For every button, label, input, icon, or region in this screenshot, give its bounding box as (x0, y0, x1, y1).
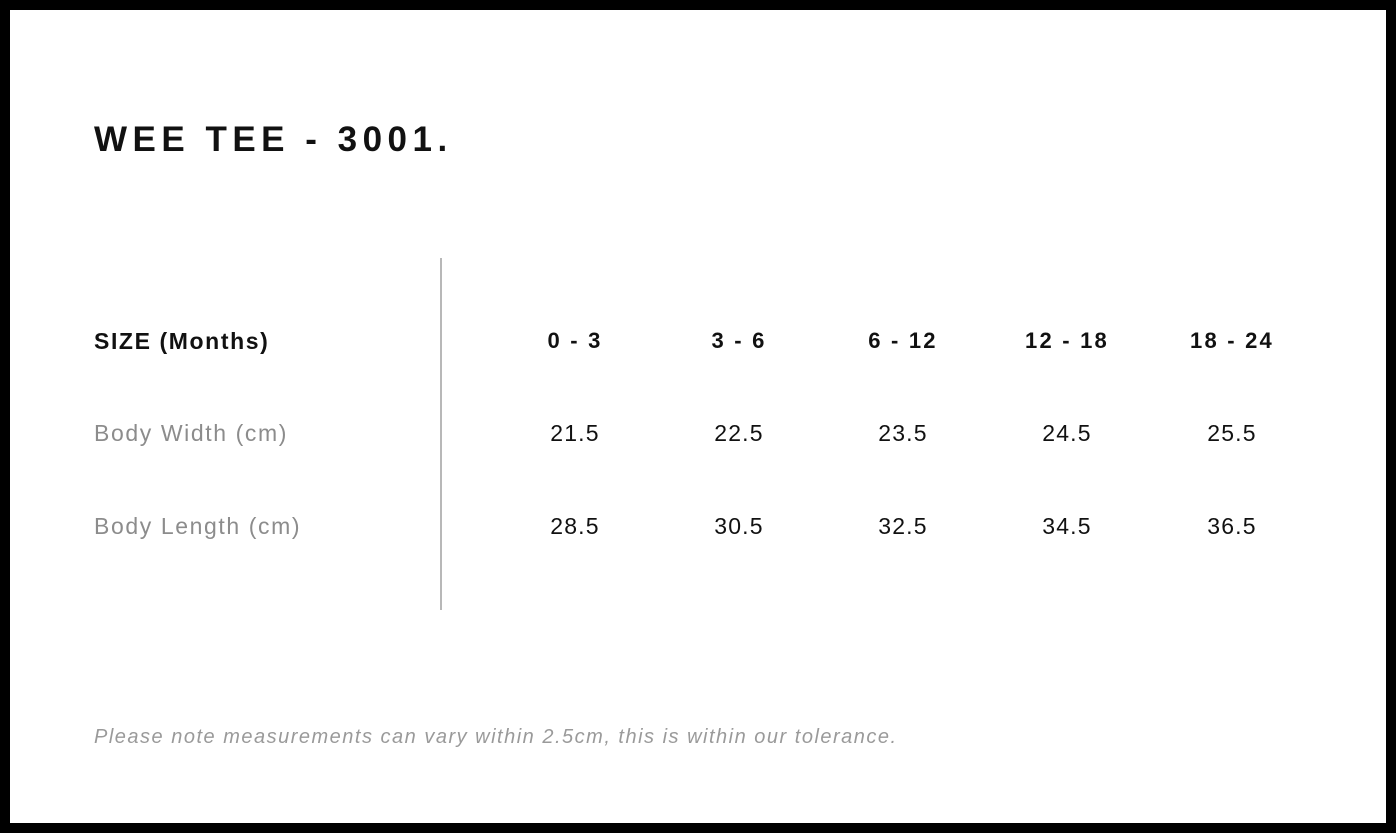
table-row: Body Length (cm) 28.5 30.5 32.5 34.5 36.… (10, 503, 1386, 549)
cell-body-width-3: 24.5 (1042, 420, 1092, 446)
table-header-row: SIZE (Months) 0 - 3 3 - 6 6 - 12 12 - 18… (10, 318, 1386, 364)
cell-body-length-2: 32.5 (878, 513, 928, 539)
cell-body-length-4: 36.5 (1207, 513, 1257, 539)
table-row: Body Width (cm) 21.5 22.5 23.5 24.5 25.5 (10, 410, 1386, 456)
row-label-body-width: Body Width (cm) (94, 420, 288, 446)
cell-body-length-3: 34.5 (1042, 513, 1092, 539)
size-table: SIZE (Months) 0 - 3 3 - 6 6 - 12 12 - 18… (10, 10, 1386, 823)
cell-body-width-2: 23.5 (878, 420, 928, 446)
column-header-3: 12 - 18 (1025, 328, 1109, 353)
row-label-body-length: Body Length (cm) (94, 513, 302, 539)
content-area: WEE TEE - 3001. SIZE (Months) 0 - 3 3 - … (10, 10, 1386, 823)
column-header-1: 3 - 6 (711, 328, 767, 353)
column-header-0: 0 - 3 (547, 328, 603, 353)
cell-body-width-4: 25.5 (1207, 420, 1257, 446)
cell-body-length-1: 30.5 (714, 513, 764, 539)
column-header-4: 18 - 24 (1190, 328, 1274, 353)
tolerance-note: Please note measurements can vary within… (94, 726, 898, 748)
column-divider (440, 258, 442, 610)
page-title: WEE TEE - 3001. (94, 120, 453, 159)
size-header-label: SIZE (Months) (94, 328, 270, 354)
column-header-2: 6 - 12 (868, 328, 938, 353)
cell-body-width-0: 21.5 (550, 420, 600, 446)
cell-body-width-1: 22.5 (714, 420, 764, 446)
cell-body-length-0: 28.5 (550, 513, 600, 539)
